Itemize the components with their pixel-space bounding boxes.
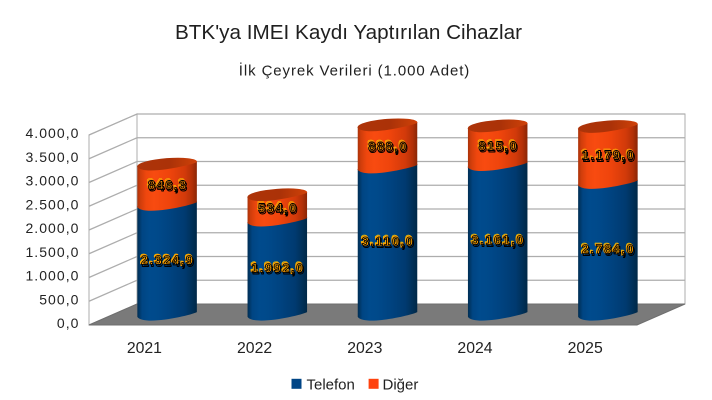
svg-text:815,0: 815,0 [479, 138, 519, 153]
svg-text:3.000,0: 3.000,0 [25, 173, 79, 189]
svg-text:534,0: 534,0 [257, 199, 297, 214]
svg-text:2.784,0: 2.784,0 [581, 241, 635, 256]
svg-text:3.161,0: 3.161,0 [473, 234, 527, 249]
svg-text:4.000,0: 4.000,0 [25, 125, 79, 141]
svg-text:Diğer: Diğer [383, 377, 419, 394]
svg-text:1.992,0: 1.992,0 [251, 260, 305, 275]
svg-text:1.992,0: 1.992,0 [250, 259, 304, 274]
svg-text:846,3: 846,3 [148, 177, 188, 192]
svg-text:815,0: 815,0 [479, 140, 519, 155]
svg-text:3.110,0: 3.110,0 [362, 234, 415, 249]
svg-text:3.110,0: 3.110,0 [361, 232, 414, 247]
svg-text:2023: 2023 [347, 340, 382, 357]
svg-text:3.161,0: 3.161,0 [472, 233, 526, 248]
svg-text:1.179,0: 1.179,0 [581, 147, 635, 162]
svg-text:1.179,0: 1.179,0 [583, 149, 637, 164]
svg-text:2.324,9: 2.324,9 [142, 254, 196, 269]
svg-text:888,0: 888,0 [367, 137, 407, 152]
svg-text:534,0: 534,0 [259, 202, 299, 217]
svg-text:1.500,0: 1.500,0 [25, 244, 79, 260]
svg-text:534,0: 534,0 [258, 200, 298, 215]
svg-text:BTK'ya IMEI Kaydı Yaptırılan C: BTK'ya IMEI Kaydı Yaptırılan Cihazlar [175, 21, 522, 44]
svg-text:2024: 2024 [457, 340, 492, 357]
svg-text:1.179,0: 1.179,0 [581, 146, 635, 161]
svg-text:888,0: 888,0 [368, 138, 408, 153]
svg-text:500,0: 500,0 [39, 291, 79, 307]
svg-text:2.784,0: 2.784,0 [581, 240, 635, 255]
svg-text:3.500,0: 3.500,0 [25, 149, 79, 165]
svg-text:İlk Çeyrek Verileri (1.000 Ade: İlk Çeyrek Verileri (1.000 Adet) [239, 61, 470, 79]
svg-text:0,0: 0,0 [57, 315, 80, 331]
svg-text:2022: 2022 [237, 340, 272, 357]
svg-text:1.179,0: 1.179,0 [582, 148, 636, 163]
svg-text:2021: 2021 [127, 340, 162, 357]
svg-text:2.784,0: 2.784,0 [582, 242, 636, 257]
svg-text:888,0: 888,0 [369, 141, 409, 156]
svg-text:3.161,0: 3.161,0 [471, 231, 525, 246]
svg-text:2.500,0: 2.500,0 [25, 196, 79, 212]
svg-text:2.324,9: 2.324,9 [140, 251, 194, 266]
svg-text:534,0: 534,0 [258, 201, 298, 216]
svg-text:846,3: 846,3 [147, 176, 187, 191]
svg-text:2.784,0: 2.784,0 [583, 243, 637, 258]
svg-text:2.324,9: 2.324,9 [141, 253, 195, 268]
svg-text:846,3: 846,3 [149, 179, 189, 194]
svg-text:2.324,9: 2.324,9 [140, 252, 194, 267]
svg-text:815,0: 815,0 [477, 137, 517, 152]
svg-text:Telefon: Telefon [307, 377, 355, 394]
svg-text:888,0: 888,0 [368, 139, 408, 154]
svg-text:815,0: 815,0 [478, 137, 518, 152]
svg-text:3.110,0: 3.110,0 [361, 233, 414, 248]
svg-text:3.110,0: 3.110,0 [363, 236, 416, 251]
svg-text:1.992,0: 1.992,0 [251, 260, 305, 275]
svg-text:846,3: 846,3 [147, 175, 187, 190]
svg-text:1.000,0: 1.000,0 [25, 268, 79, 284]
svg-text:3.161,0: 3.161,0 [471, 232, 525, 247]
svg-text:2.000,0: 2.000,0 [25, 220, 79, 236]
svg-text:2025: 2025 [568, 340, 603, 357]
svg-text:1.992,0: 1.992,0 [252, 262, 306, 277]
